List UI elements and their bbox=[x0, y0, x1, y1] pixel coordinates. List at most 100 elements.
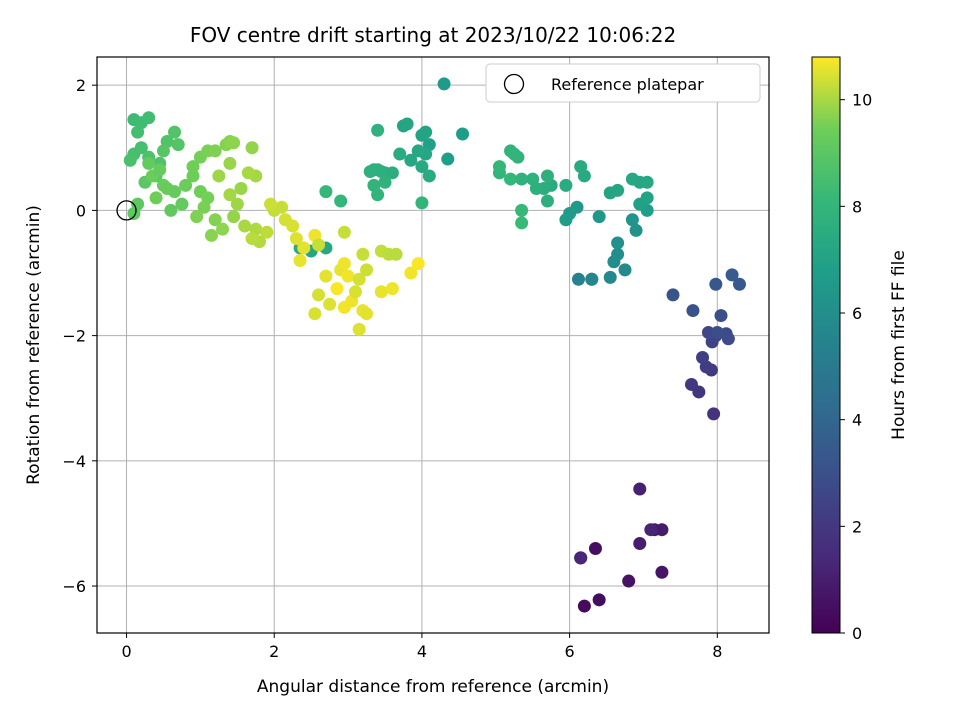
data-point bbox=[374, 285, 388, 299]
data-point bbox=[164, 203, 178, 217]
data-point bbox=[389, 247, 403, 261]
data-point bbox=[175, 197, 189, 211]
data-point bbox=[127, 207, 141, 221]
x-tick-label: 0 bbox=[121, 642, 131, 661]
legend-label: Reference platepar bbox=[551, 75, 704, 94]
colorbar-gradient bbox=[811, 56, 841, 634]
data-point bbox=[633, 536, 647, 550]
data-point bbox=[415, 196, 429, 210]
data-point bbox=[655, 523, 669, 537]
data-point bbox=[385, 282, 399, 296]
data-point bbox=[230, 197, 244, 211]
data-point bbox=[393, 147, 407, 161]
data-point bbox=[260, 225, 274, 239]
legend-box bbox=[485, 63, 761, 103]
data-point bbox=[709, 277, 723, 291]
x-tick-label: 4 bbox=[417, 642, 427, 661]
data-point bbox=[352, 272, 366, 286]
data-point bbox=[666, 288, 680, 302]
data-point bbox=[456, 127, 470, 141]
data-point bbox=[515, 216, 529, 230]
data-point bbox=[286, 219, 300, 233]
colorbar-tick-label: 10 bbox=[852, 91, 872, 110]
y-tick-label: −6 bbox=[62, 577, 86, 596]
x-axis: 0 2 4 6 8 bbox=[121, 633, 722, 661]
colorbar-tick-label: 8 bbox=[852, 197, 862, 216]
data-point bbox=[319, 269, 333, 283]
x-tick-label: 8 bbox=[712, 642, 722, 661]
chart-title: FOV centre drift starting at 2023/10/22 … bbox=[190, 23, 676, 47]
colorbar-label: Hours from first FF file bbox=[889, 250, 909, 440]
data-point bbox=[363, 165, 377, 179]
data-point bbox=[504, 172, 518, 186]
data-point bbox=[592, 210, 606, 224]
data-point bbox=[625, 213, 639, 227]
data-point bbox=[168, 125, 182, 139]
colorbar: 0 2 4 6 8 10 Hours from first FF file bbox=[811, 56, 909, 643]
data-point bbox=[156, 144, 170, 158]
data-point bbox=[385, 166, 399, 180]
data-point bbox=[245, 232, 259, 246]
data-point bbox=[411, 144, 425, 158]
data-point bbox=[297, 241, 311, 255]
data-point bbox=[540, 169, 554, 183]
data-point bbox=[171, 138, 185, 152]
y-tick-label: 2 bbox=[76, 76, 86, 95]
data-point bbox=[208, 144, 222, 158]
data-point bbox=[732, 277, 746, 291]
data-point bbox=[629, 223, 643, 237]
data-point bbox=[400, 117, 414, 131]
data-point bbox=[507, 147, 521, 161]
colorbar-tick-label: 4 bbox=[852, 411, 862, 430]
data-point bbox=[245, 141, 259, 155]
data-point bbox=[559, 213, 573, 227]
data-point bbox=[356, 247, 370, 261]
data-point bbox=[437, 77, 451, 91]
data-point bbox=[234, 181, 248, 195]
data-point bbox=[323, 297, 337, 311]
data-point bbox=[603, 270, 617, 284]
data-point bbox=[492, 160, 506, 174]
data-point bbox=[348, 285, 362, 299]
data-point bbox=[574, 551, 588, 565]
data-point bbox=[216, 222, 230, 236]
data-point bbox=[404, 266, 418, 280]
data-point bbox=[371, 123, 385, 137]
data-point bbox=[696, 351, 710, 365]
data-point bbox=[644, 523, 658, 537]
data-point bbox=[190, 210, 204, 224]
colorbar-tick-label: 6 bbox=[852, 304, 862, 323]
data-point bbox=[308, 307, 322, 321]
data-point bbox=[655, 565, 669, 579]
data-point bbox=[571, 272, 585, 286]
data-point bbox=[186, 169, 200, 183]
data-point bbox=[186, 160, 200, 174]
data-point bbox=[611, 183, 625, 197]
data-point bbox=[633, 482, 647, 496]
y-tick-label: −4 bbox=[62, 452, 86, 471]
data-point bbox=[123, 153, 137, 167]
plot-frame bbox=[96, 56, 770, 634]
data-point bbox=[415, 160, 429, 174]
data-point bbox=[341, 269, 355, 283]
reference-marker bbox=[116, 200, 137, 221]
data-point bbox=[611, 236, 625, 250]
data-point bbox=[319, 185, 333, 199]
data-point bbox=[160, 181, 174, 195]
data-point bbox=[208, 213, 222, 227]
data-point bbox=[131, 125, 145, 139]
data-point bbox=[293, 253, 307, 267]
data-point bbox=[640, 191, 654, 205]
data-point bbox=[577, 599, 591, 613]
data-point bbox=[179, 178, 193, 192]
data-point bbox=[588, 541, 602, 555]
data-point bbox=[441, 152, 455, 166]
data-point bbox=[725, 268, 739, 282]
y-tick-label: −2 bbox=[62, 327, 86, 346]
data-point bbox=[227, 136, 241, 150]
data-point bbox=[337, 225, 351, 239]
data-point bbox=[618, 263, 632, 277]
data-point bbox=[204, 228, 218, 242]
data-point bbox=[526, 172, 540, 186]
